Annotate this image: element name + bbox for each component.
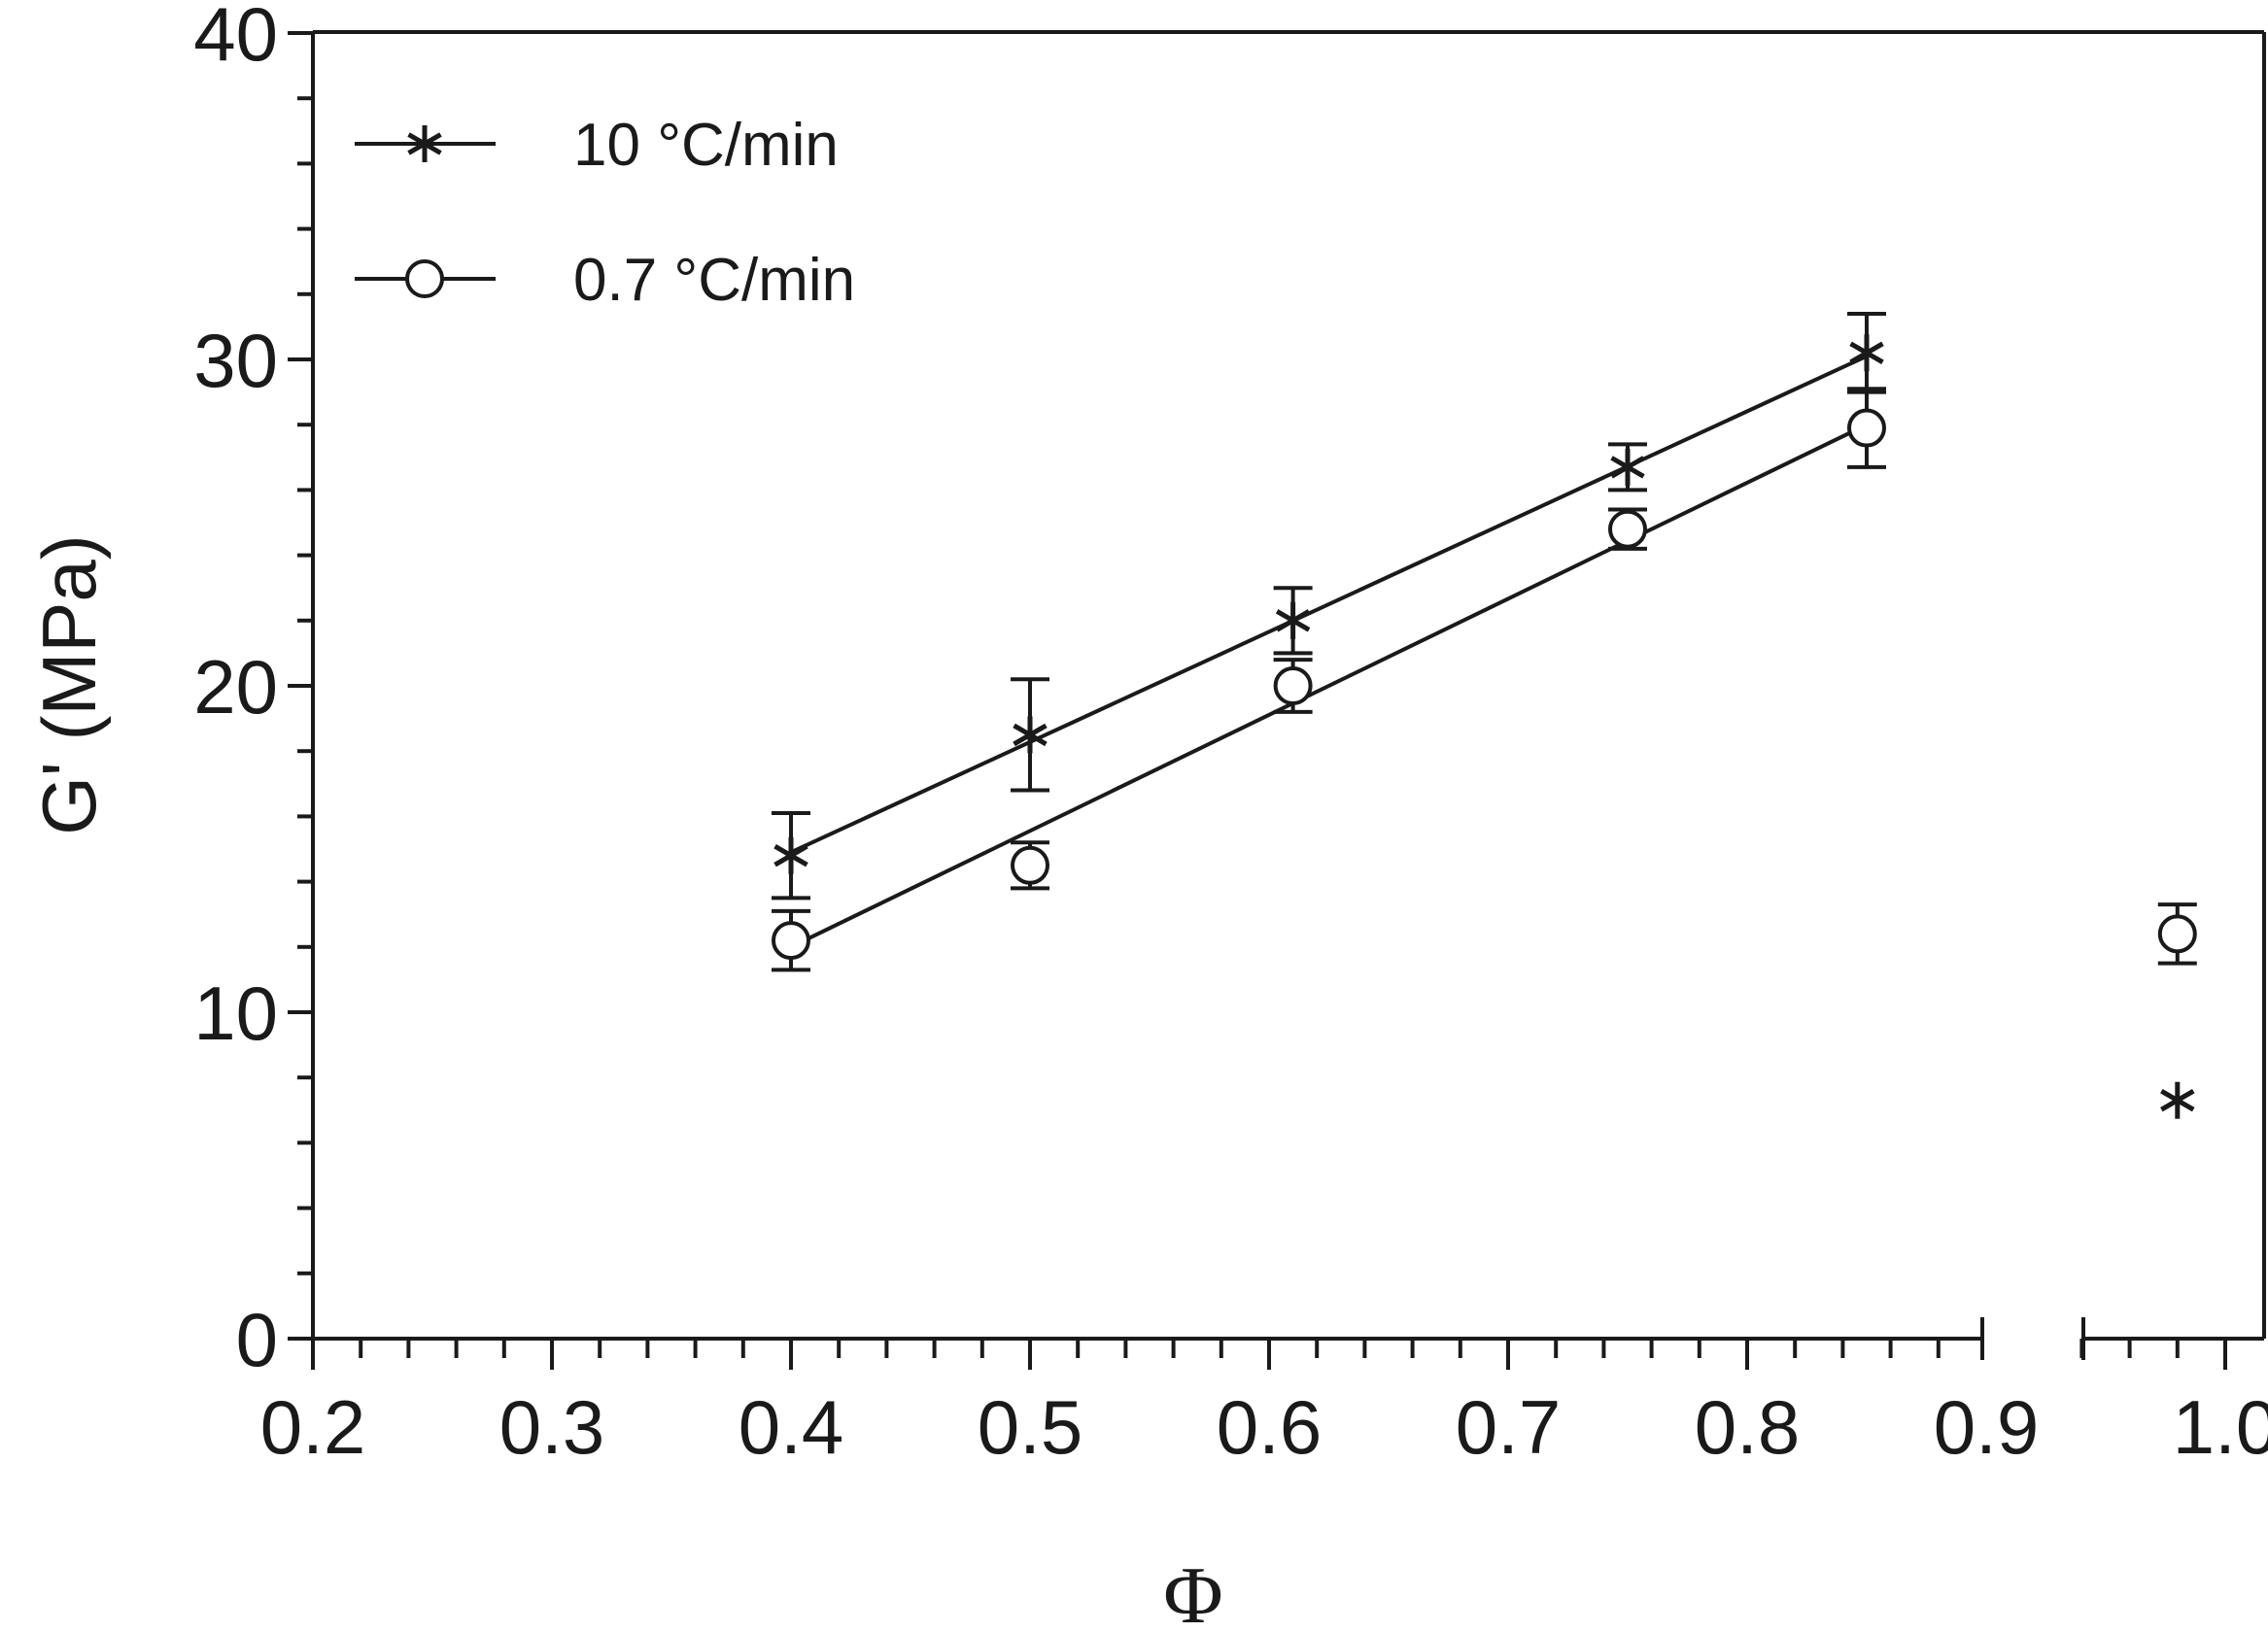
asterisk-marker <box>2160 1081 2195 1119</box>
x-tick-label: 0.3 <box>499 1384 604 1470</box>
asterisk-marker <box>1610 448 1645 486</box>
x-tick-label: 0.4 <box>739 1384 843 1470</box>
x-tick-label: 0.8 <box>1695 1384 1800 1470</box>
x-tick-label: 0.5 <box>978 1384 1082 1470</box>
x-tick-label: 1.0 <box>2173 1384 2268 1470</box>
asterisk-stroke <box>1849 341 1884 364</box>
fit-line-10-c-min <box>790 354 1868 855</box>
y-tick-label: 0 <box>236 1297 278 1382</box>
asterisk-marker <box>773 836 808 874</box>
circle-marker <box>1273 666 1313 705</box>
y-tick-label: 10 <box>193 970 278 1056</box>
y-axis-title: G' (MPa) <box>26 534 112 835</box>
legend-entry: 0.7 °C/min <box>355 247 855 314</box>
legend-label: 10 °C/min <box>573 112 839 179</box>
x-axis-title: Φ <box>1163 1550 1222 1632</box>
asterisk-stroke <box>773 844 808 867</box>
y-axis: 0 10 20 30 40 <box>193 0 313 1382</box>
x-tick-label: 0.9 <box>1934 1384 2039 1470</box>
legend: 10 °C/min 0.7 °C/min <box>355 112 855 314</box>
legend-entry: 10 °C/min <box>355 112 839 179</box>
x-tick-label: 0.6 <box>1217 1384 1322 1470</box>
x-tick-label: 0.2 <box>260 1384 365 1470</box>
asterisk-marker <box>407 125 442 162</box>
asterisk-stroke <box>1610 456 1645 479</box>
x-tick-label: 0.7 <box>1456 1384 1561 1470</box>
circle-marker <box>1011 845 1049 885</box>
asterisk-stroke <box>407 132 442 155</box>
x-axis: 0.2 0.3 0.4 0.5 0.6 0.7 0.8 0.9 1.0 <box>260 1339 2268 1470</box>
data-marks <box>772 311 2197 1119</box>
asterisk-marker <box>1849 334 1884 372</box>
asterisk-marker <box>1275 601 1311 639</box>
y-tick-label: 20 <box>193 644 278 730</box>
circle-marker <box>1608 509 1647 549</box>
circle-marker <box>2157 914 2197 954</box>
circle-marker <box>772 921 810 961</box>
circle-marker <box>1847 408 1886 448</box>
fit-lines <box>790 354 1868 949</box>
legend-label: 0.7 °C/min <box>573 247 855 314</box>
fit-line-0-7-c-min <box>790 423 1868 949</box>
asterisk-stroke <box>2160 1089 2195 1112</box>
asterisk-stroke <box>1275 609 1311 632</box>
y-tick-label: 40 <box>193 0 278 77</box>
y-tick-label: 30 <box>193 318 278 403</box>
circle-marker <box>405 259 444 298</box>
asterisk-marker <box>1013 716 1048 754</box>
asterisk-stroke <box>1013 723 1048 747</box>
